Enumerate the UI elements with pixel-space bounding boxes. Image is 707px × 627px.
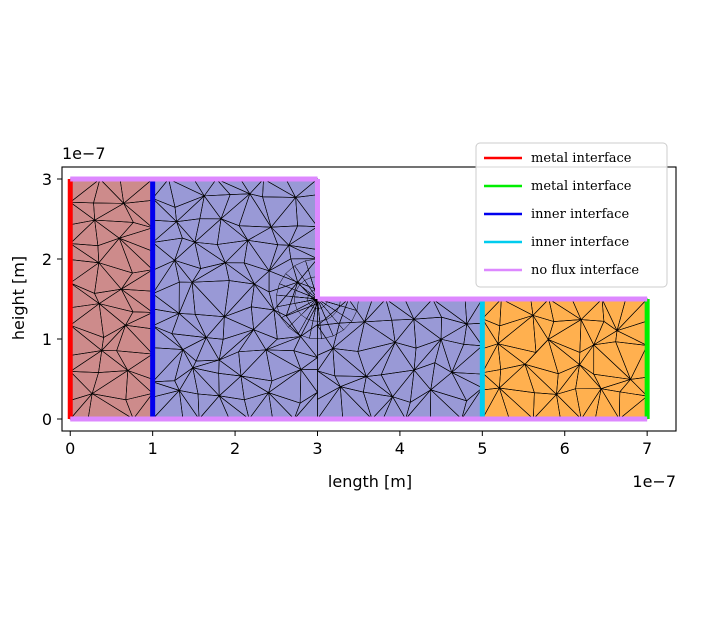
x-tick-label: 3 bbox=[312, 439, 322, 458]
legend-label: metal interface bbox=[531, 179, 632, 194]
legend-label: inner interface bbox=[531, 235, 629, 250]
x-tick-label: 6 bbox=[560, 439, 570, 458]
x-tick-label: 0 bbox=[65, 439, 75, 458]
x-ticks: 0 1 2 3 4 5 6 7 bbox=[65, 431, 652, 458]
y-tick-label: 2 bbox=[42, 250, 52, 269]
region-2 bbox=[482, 299, 648, 419]
boundary-lines bbox=[67, 176, 650, 422]
y-axis-label: height [m] bbox=[9, 256, 28, 340]
x-axis-label: length [m] bbox=[328, 472, 412, 491]
legend-box bbox=[475, 142, 668, 288]
legend-label: metal interface bbox=[531, 151, 632, 166]
y-tick-label: 3 bbox=[42, 170, 52, 189]
y-tick-label: 0 bbox=[42, 410, 52, 429]
x-tick-label: 2 bbox=[230, 439, 240, 458]
y-ticks: 0 1 2 3 bbox=[42, 170, 62, 429]
legend: metal interface metal interface inner inte… bbox=[475, 142, 668, 288]
axes-frame bbox=[61, 166, 677, 432]
x-tick-label: 5 bbox=[477, 439, 487, 458]
x-tick-label: 4 bbox=[395, 439, 405, 458]
x-offset-text: 1e−7 bbox=[632, 472, 676, 491]
x-tick-label: 1 bbox=[148, 439, 158, 458]
legend-label: inner interface bbox=[531, 207, 629, 222]
y-tick-label: 1 bbox=[42, 330, 52, 349]
y-offset-text: 1e−7 bbox=[62, 144, 106, 163]
x-tick-label: 7 bbox=[642, 439, 652, 458]
region-0 bbox=[70, 179, 153, 419]
legend-label: no flux interface bbox=[531, 263, 639, 278]
